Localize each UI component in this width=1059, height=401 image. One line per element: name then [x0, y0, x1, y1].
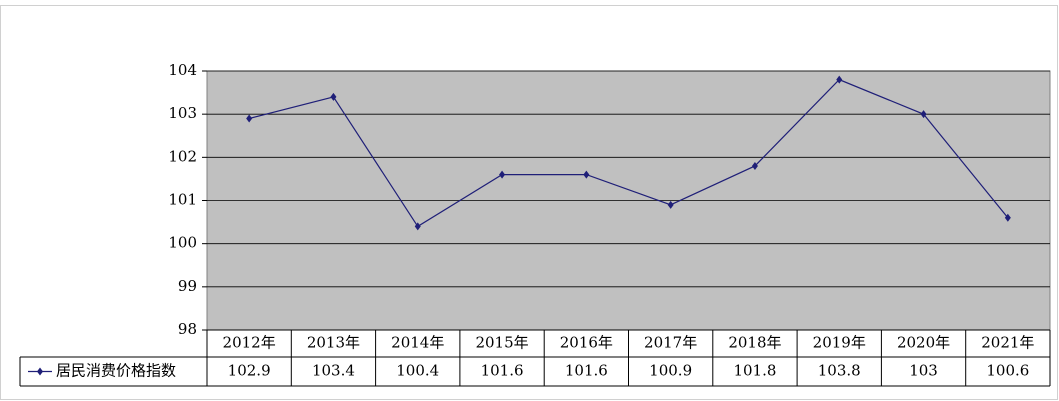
- y-tick-label: 100: [168, 234, 197, 252]
- point-marker: [414, 222, 421, 231]
- series-line: [249, 78, 1009, 228]
- table-value: 103.8: [818, 362, 861, 380]
- table-value: 103.4: [312, 362, 355, 380]
- y-tick-label: 103: [168, 104, 197, 122]
- x-tick-label: 2019年: [813, 334, 866, 352]
- x-tick-label: 2018年: [728, 334, 781, 352]
- x-tick-label: 2013年: [307, 334, 360, 352]
- point-marker: [583, 170, 590, 179]
- y-tick-label: 104: [168, 61, 197, 79]
- legend-marker: [37, 367, 43, 376]
- x-tick-label: 2017年: [644, 334, 697, 352]
- table-value: 101.6: [481, 362, 524, 380]
- y-tick-label: 102: [168, 147, 197, 165]
- y-tick-label: 101: [168, 191, 197, 209]
- x-tick-label: 2012年: [223, 334, 276, 352]
- x-tick-label: 2020年: [897, 334, 950, 352]
- table-value: 101.8: [733, 362, 776, 380]
- x-tick-label: 2014年: [391, 334, 444, 352]
- legend-label: 居民消费价格指数: [56, 362, 176, 380]
- x-tick-label: 2021年: [981, 334, 1034, 352]
- table-value: 100.6: [986, 362, 1029, 380]
- point-marker: [836, 75, 843, 84]
- table-value: 100.4: [396, 362, 439, 380]
- table-value: 102.9: [228, 362, 271, 380]
- point-marker: [330, 92, 337, 101]
- y-tick-label: 98: [178, 320, 197, 338]
- x-tick-label: 2016年: [560, 334, 613, 352]
- x-tick-label: 2015年: [475, 334, 528, 352]
- point-marker: [246, 114, 253, 123]
- point-marker: [499, 170, 506, 179]
- point-marker: [920, 110, 927, 119]
- table-value: 101.6: [565, 362, 608, 380]
- point-marker: [667, 200, 674, 209]
- table-value: 103: [909, 362, 938, 380]
- y-tick-label: 99: [178, 277, 197, 295]
- point-marker: [751, 161, 758, 170]
- table-value: 100.9: [649, 362, 692, 380]
- point-marker: [1004, 213, 1011, 222]
